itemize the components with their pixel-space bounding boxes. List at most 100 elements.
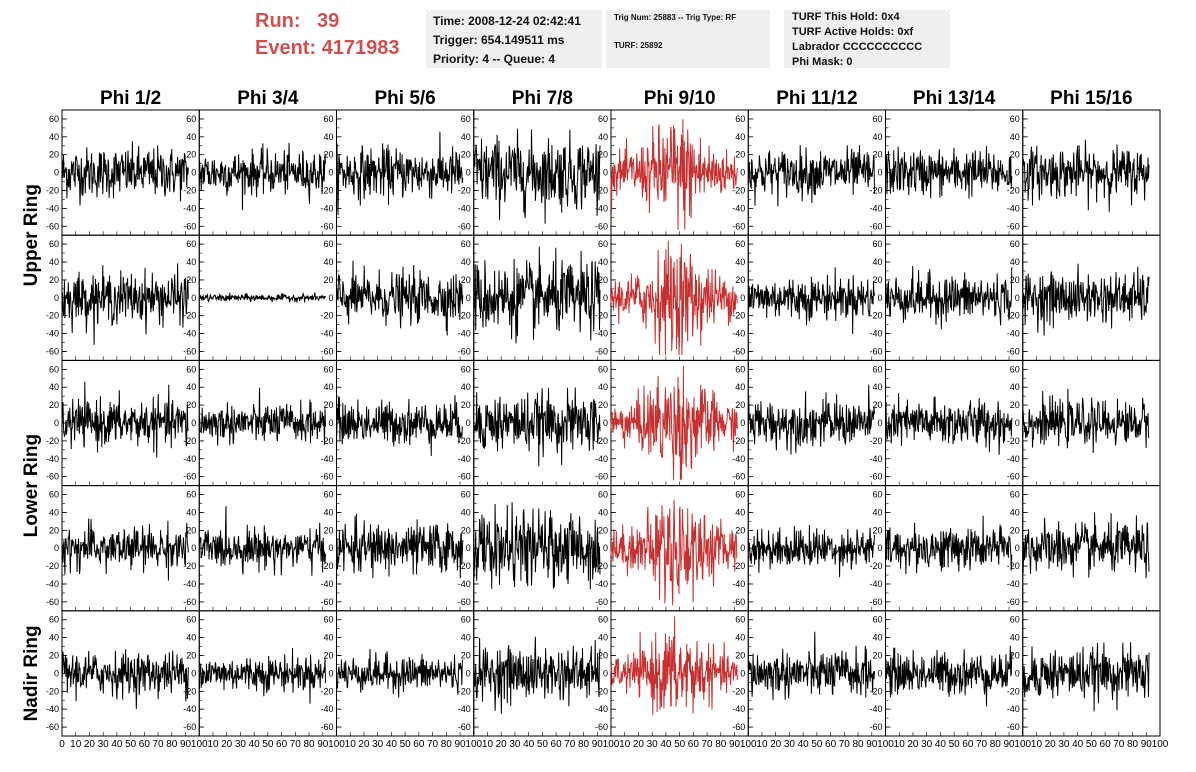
y-tick-label: -40 [46, 579, 59, 589]
y-tick-label: -40 [595, 203, 608, 213]
x-tick-label: 50 [400, 739, 412, 750]
y-tick-label: 0 [740, 418, 745, 428]
y-tick-label: 60 [872, 239, 882, 249]
y-tick-label: 20 [598, 150, 608, 160]
y-tick-label: -60 [869, 597, 882, 607]
y-tick-label: -40 [320, 203, 333, 213]
y-tick-label: 40 [1010, 507, 1020, 517]
y-tick-label: -40 [183, 579, 196, 589]
column-header: Phi 5/6 [375, 88, 436, 109]
x-tick-label: 70 [976, 739, 988, 750]
y-tick-label: 60 [872, 364, 882, 374]
y-tick-label: 0 [191, 418, 196, 428]
time-text: Time: 2008-12-24 02:42:41 [433, 14, 581, 28]
y-tick-label: 0 [191, 168, 196, 178]
waveform-trace [885, 515, 1013, 575]
trig-num-text: Trig Num: 25883 -- Trig Type: RF [614, 13, 737, 22]
y-tick-label: 20 [1010, 651, 1020, 661]
waveform-trace [336, 648, 464, 698]
y-tick-label: -40 [1007, 454, 1020, 464]
waveform-trace [1022, 512, 1150, 579]
y-tick-label: 40 [186, 382, 196, 392]
y-tick-label: 0 [603, 418, 608, 428]
column-header: Phi 9/10 [644, 88, 716, 109]
y-tick-label: 60 [1010, 490, 1020, 500]
y-tick-label: 20 [186, 651, 196, 661]
y-tick-label: -60 [595, 722, 608, 732]
x-tick-label: 60 [962, 739, 974, 750]
y-tick-label: 60 [598, 114, 608, 124]
y-tick-label: 0 [603, 668, 608, 678]
y-tick-label: -60 [320, 722, 333, 732]
waveform-trace [610, 499, 738, 606]
y-tick-label: 20 [872, 525, 882, 535]
y-tick-label: -40 [732, 329, 745, 339]
y-tick-label: -20 [183, 311, 196, 321]
y-tick-label: -60 [732, 722, 745, 732]
y-tick-label: 20 [735, 651, 745, 661]
x-tick-label: 10 [345, 739, 357, 750]
y-tick-label: 0 [603, 543, 608, 553]
x-tick-label: 60 [413, 739, 425, 750]
x-tick-label: 70 [290, 739, 302, 750]
row-group-label: Lower Ring [21, 434, 42, 537]
y-tick-label: -20 [46, 686, 59, 696]
y-tick-label: 20 [49, 150, 59, 160]
y-tick-label: 60 [186, 114, 196, 124]
y-tick-label: 20 [186, 525, 196, 535]
waveform-trace [1022, 388, 1150, 454]
x-tick-label: 50 [537, 739, 549, 750]
y-tick-label: -60 [1007, 597, 1020, 607]
x-tick-label: 50 [674, 739, 686, 750]
y-tick-label: -20 [458, 311, 471, 321]
y-tick-label: -60 [595, 472, 608, 482]
y-tick-label: -40 [46, 454, 59, 464]
y-tick-label: 40 [323, 382, 333, 392]
y-tick-label: 20 [323, 150, 333, 160]
time-info-box: Time: 2008-12-24 02:42:41 Trigger: 654.1… [426, 10, 602, 68]
y-tick-label: 0 [1015, 543, 1020, 553]
x-tick-label: 40 [1072, 739, 1084, 750]
y-tick-label: -20 [1007, 185, 1020, 195]
y-tick-label: -60 [46, 221, 59, 231]
y-tick-label: -20 [1007, 311, 1020, 321]
y-tick-label: 40 [186, 132, 196, 142]
y-tick-label: -40 [732, 579, 745, 589]
x-tick-label: 10 [894, 739, 906, 750]
y-tick-label: 40 [735, 132, 745, 142]
y-tick-label: 60 [186, 615, 196, 625]
y-tick-label: -20 [183, 561, 196, 571]
x-tick-label: 20 [1045, 739, 1057, 750]
y-tick-label: 40 [461, 633, 471, 643]
y-tick-label: -40 [732, 454, 745, 464]
y-tick-label: 20 [186, 150, 196, 160]
waveform-trace [1022, 642, 1150, 712]
y-tick-label: 20 [186, 275, 196, 285]
y-tick-label: -60 [46, 346, 59, 356]
y-tick-label: 20 [872, 275, 882, 285]
x-tick-label: 30 [235, 739, 247, 750]
x-tick-label: 90 [1003, 739, 1015, 750]
y-tick-label: -40 [595, 579, 608, 589]
y-tick-label: -40 [869, 454, 882, 464]
event-label: Event: [255, 37, 317, 59]
y-tick-label: -40 [1007, 579, 1020, 589]
column-header: Phi 7/8 [512, 88, 573, 109]
y-tick-label: 20 [1010, 150, 1020, 160]
x-tick-label: 50 [125, 739, 137, 750]
waveform-trace [198, 506, 326, 576]
trigger-info-box: Trig Num: 25883 -- Trig Type: RF TURF: 2… [606, 10, 770, 68]
y-tick-label: 0 [877, 543, 882, 553]
y-tick-label: -40 [183, 329, 196, 339]
waveform-trace [61, 381, 189, 458]
y-tick-label: -60 [320, 346, 333, 356]
y-tick-label: 40 [49, 633, 59, 643]
y-tick-label: 40 [49, 507, 59, 517]
y-tick-label: -20 [1007, 436, 1020, 446]
waveform-trace [199, 292, 326, 303]
x-tick-label: 90 [866, 739, 878, 750]
x-tick-label: 30 [372, 739, 384, 750]
x-tick-label: 20 [770, 739, 782, 750]
x-tick-label: 40 [386, 739, 398, 750]
x-tick-label: 80 [1127, 739, 1139, 750]
